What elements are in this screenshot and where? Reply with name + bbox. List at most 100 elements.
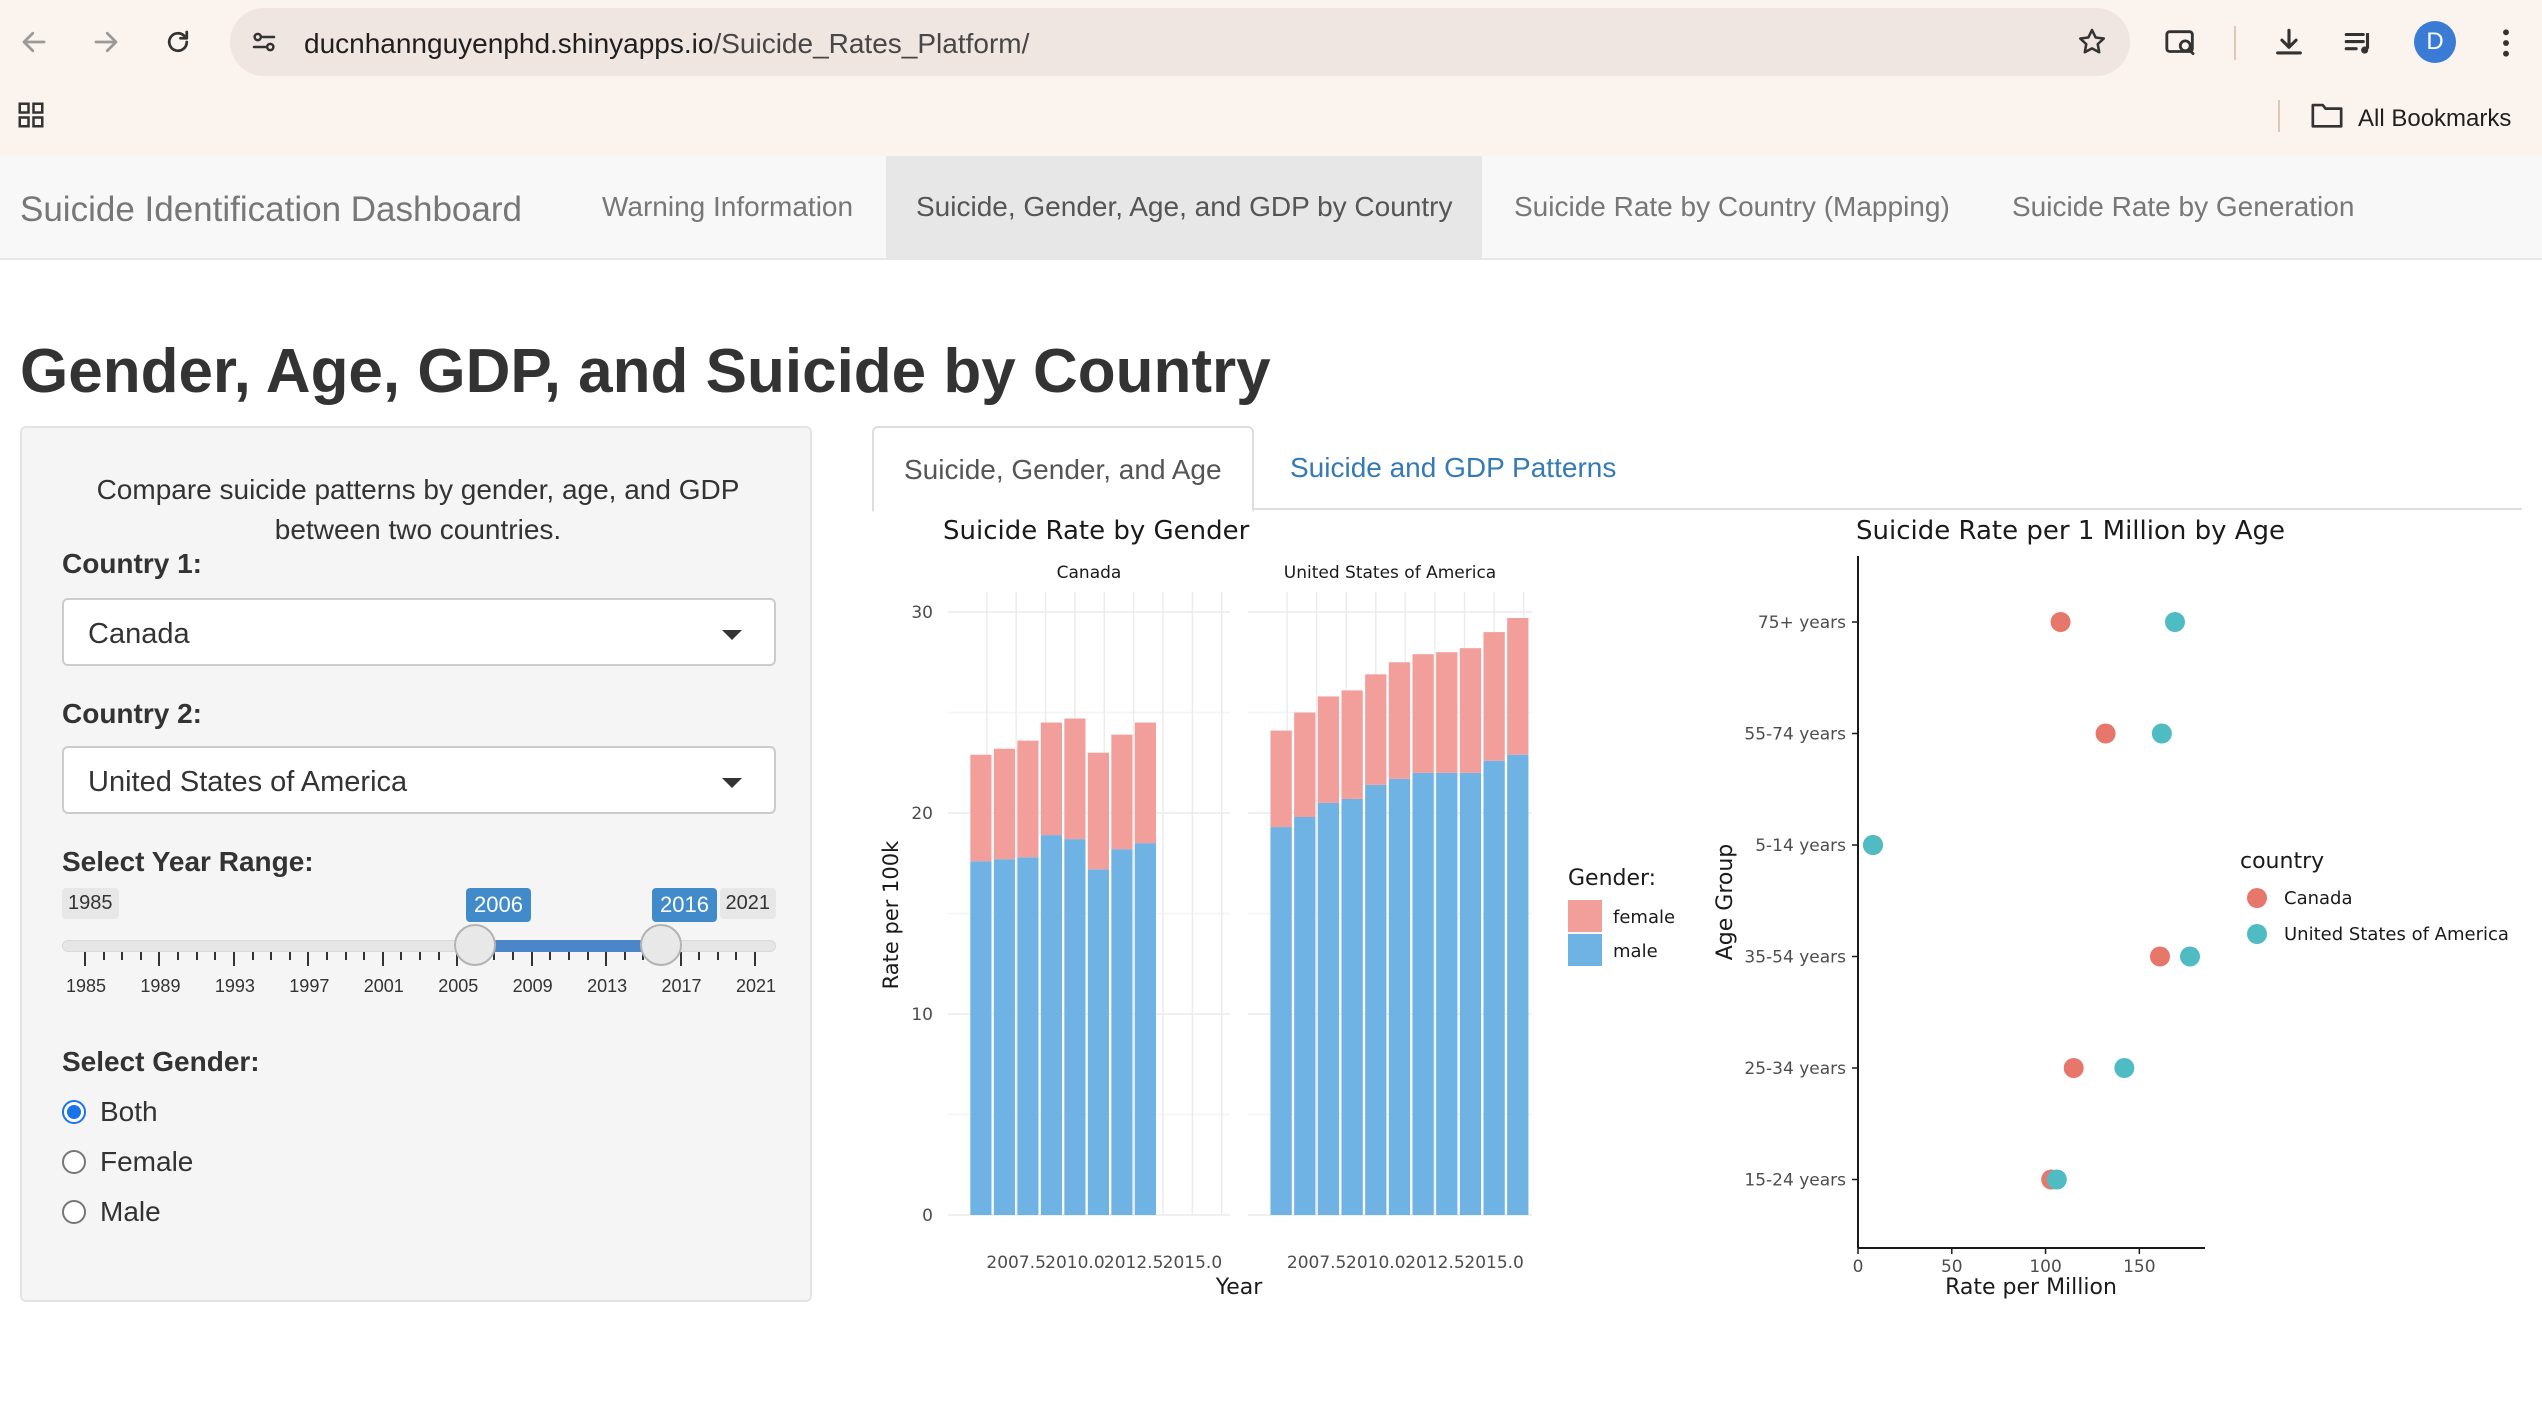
chevron-down-icon — [722, 630, 742, 640]
radio-button[interactable] — [62, 1100, 86, 1124]
radio-button[interactable] — [62, 1150, 86, 1174]
slider-tick-label: 2005 — [438, 976, 479, 996]
slider-tick — [586, 952, 589, 960]
slider-tick — [456, 952, 459, 966]
nav-tab-generation[interactable]: Suicide Rate by Generation — [2012, 191, 2355, 222]
site-settings-icon[interactable] — [248, 26, 280, 58]
tab-gdp-patterns[interactable]: Suicide and GDP Patterns — [1290, 452, 1617, 483]
slider-tick — [232, 952, 235, 966]
bar-male — [1483, 760, 1505, 1215]
sidebar-panel: Compare suicide patterns by gender, age,… — [20, 426, 812, 1302]
y-tick-label: 15-24 years — [1744, 1171, 1846, 1191]
bookmark-star-icon[interactable] — [2074, 24, 2110, 60]
slider-tick — [158, 952, 161, 966]
bar-male — [1341, 798, 1363, 1215]
bar-male — [1317, 802, 1340, 1215]
bar-male — [1412, 772, 1434, 1215]
slider-max-label: 2021 — [719, 888, 776, 919]
facet-label: United States of America — [1284, 563, 1496, 583]
nav-tab-mapping[interactable]: Suicide Rate by Country (Mapping) — [1514, 191, 1950, 222]
slider-tick-label: 1985 — [65, 976, 107, 996]
download-icon[interactable] — [2270, 24, 2308, 62]
x-axis-label: Year — [1215, 1275, 1264, 1300]
bar-male — [1017, 857, 1039, 1215]
gender-option-female[interactable]: Female — [62, 1146, 193, 1178]
x-tick-label: 2010.0 — [1045, 1253, 1104, 1273]
browser-toolbar: ducnhannguyenphd.shinyapps.io/Suicide_Ra… — [0, 0, 2542, 84]
forward-icon[interactable] — [86, 22, 126, 62]
tab-gender-age[interactable]: Suicide, Gender, and Age — [872, 426, 1254, 512]
profile-avatar[interactable]: D — [2414, 21, 2456, 63]
legend-swatch-female — [1568, 900, 1602, 932]
slider-handle-from[interactable] — [454, 924, 496, 966]
slider-tick — [195, 952, 198, 960]
slider-tick — [177, 952, 180, 960]
slider-tick-label: 2001 — [363, 976, 404, 996]
x-tick-label: 2015.0 — [1464, 1253, 1523, 1273]
bar-female — [1134, 722, 1156, 844]
slider-tick — [381, 952, 384, 966]
country2-select[interactable]: United States of America — [62, 746, 776, 814]
slider-tick-label: 2009 — [512, 976, 553, 996]
slider-tick — [716, 952, 719, 960]
nav-tab-gender-age-gdp[interactable]: Suicide, Gender, Age, and GDP by Country — [886, 156, 1483, 258]
bar-female — [1341, 690, 1363, 799]
slider-tick — [493, 952, 496, 960]
slider-tick — [84, 952, 86, 966]
slider-tick — [437, 952, 440, 960]
bar-male — [1134, 843, 1156, 1215]
slider-tick — [214, 952, 217, 960]
y-tick-label: 0 — [922, 1206, 933, 1226]
bar-male — [1294, 817, 1316, 1215]
country1-select[interactable]: Canada — [62, 598, 776, 666]
folder-icon — [2310, 100, 2344, 137]
gender-option-male[interactable]: Male — [62, 1196, 161, 1228]
media-control-icon[interactable] — [2340, 24, 2378, 62]
data-point — [2063, 1058, 2084, 1078]
data-point — [2114, 1058, 2135, 1078]
slider-tick — [307, 952, 310, 966]
legend-swatch-male — [1568, 934, 1602, 966]
slider-tick — [325, 952, 328, 960]
bar-female — [1087, 752, 1109, 870]
nav-tab-warning-information[interactable]: Warning Information — [602, 191, 854, 222]
menu-kebab-icon[interactable] — [2488, 24, 2524, 62]
chart-title: Suicide Rate by Gender — [943, 516, 1250, 546]
x-tick-label: 2012.5 — [1104, 1253, 1163, 1273]
bar-male — [1388, 778, 1411, 1215]
all-bookmarks-label: All Bookmarks — [2358, 104, 2512, 132]
gender-option-both[interactable]: Both — [62, 1096, 158, 1128]
radio-button[interactable] — [62, 1200, 86, 1224]
reload-icon[interactable] — [158, 22, 198, 62]
address-bar[interactable]: ducnhannguyenphd.shinyapps.io/Suicide_Ra… — [230, 8, 2130, 76]
slider-tick — [288, 952, 291, 960]
bar-female — [1412, 654, 1434, 773]
data-point — [2151, 723, 2172, 744]
x-tick-label: 2007.5 — [1287, 1253, 1346, 1273]
apps-grid-icon[interactable] — [14, 98, 48, 132]
chevron-down-icon — [722, 778, 742, 788]
y-tick-label: 20 — [911, 804, 933, 824]
app-brand[interactable]: Suicide Identification Dashboard — [20, 190, 522, 229]
legend-label: United States of America — [2284, 924, 2509, 945]
search-tab-icon[interactable] — [2162, 24, 2200, 62]
gender-label: Select Gender: — [62, 1046, 260, 1077]
data-point — [2041, 1169, 2062, 1190]
back-icon[interactable] — [14, 22, 54, 62]
country1-label: Country 1: — [62, 548, 202, 579]
year-range-slider[interactable]: 1985 2021 2006 2016 1985 1989 1993 1997 2001… — [62, 888, 776, 1008]
bar-female — [1017, 740, 1039, 858]
all-bookmarks-button[interactable]: All Bookmarks — [2310, 100, 2511, 137]
slider-handle-to[interactable] — [640, 924, 682, 966]
page-title: Gender, Age, GDP, and Suicide by Country — [20, 337, 1271, 406]
x-axis-label: Rate per Million — [1945, 1275, 2117, 1300]
bar-male — [1365, 784, 1387, 1215]
facet-label: Canada — [1057, 563, 1122, 583]
slider-tick — [567, 952, 570, 960]
bar-female — [1483, 632, 1505, 761]
y-axis-label: Rate per 100k — [879, 840, 903, 989]
slider-tick — [400, 952, 403, 960]
slider-tick — [549, 952, 552, 960]
bar-male — [1040, 835, 1062, 1215]
slider-tick — [530, 952, 533, 966]
